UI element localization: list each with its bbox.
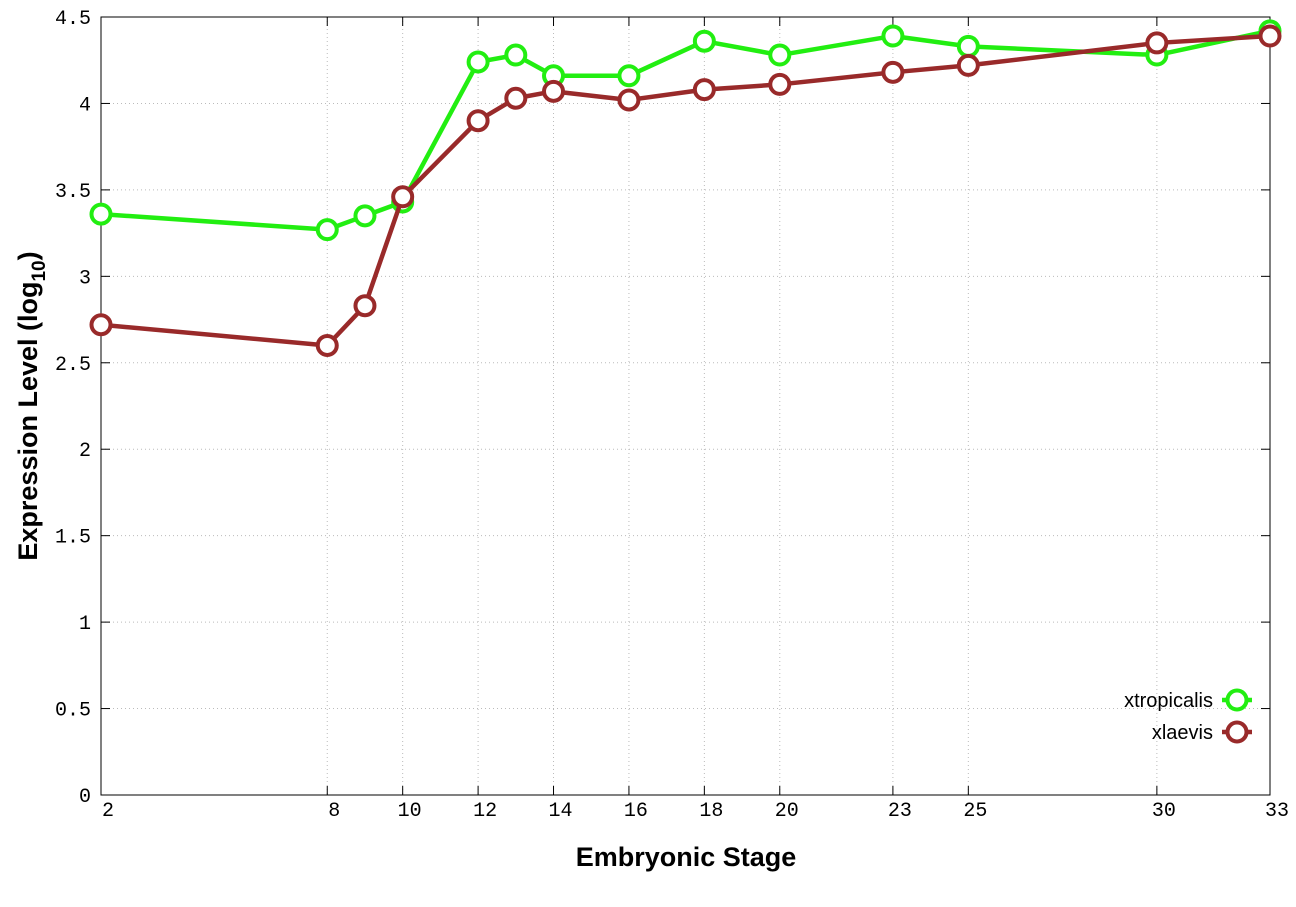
x-tick-label: 8 — [328, 800, 340, 823]
x-tick-label: 30 — [1152, 800, 1176, 823]
y-tick-label: 1 — [79, 613, 91, 636]
series-line — [100, 33, 1271, 348]
x-tick-label: 14 — [549, 800, 573, 823]
data-point — [617, 88, 641, 112]
series-line — [100, 28, 1271, 232]
data-point — [1258, 24, 1282, 48]
x-tick-label: 16 — [624, 800, 648, 823]
data-point — [956, 53, 980, 77]
y-tick-label: 3 — [79, 267, 91, 290]
x-tick-label: 25 — [963, 800, 987, 823]
y-axis-title-end: ) — [13, 251, 43, 260]
x-tick-label: 2 — [102, 800, 114, 823]
legend-label: xtropicalis — [1124, 690, 1213, 712]
x-tick-label: 12 — [473, 800, 497, 823]
data-point — [504, 86, 528, 110]
y-tick-label: 4 — [79, 94, 91, 117]
legend-marker — [1225, 720, 1249, 744]
x-tick-label: 20 — [775, 800, 799, 823]
y-tick-label: 2.5 — [55, 354, 91, 377]
data-point — [542, 79, 566, 103]
data-point — [881, 24, 905, 48]
data-point — [353, 204, 377, 228]
data-point — [391, 185, 415, 209]
x-tick-label: 10 — [398, 800, 422, 823]
data-point — [504, 43, 528, 67]
y-axis-title-subscript: 10 — [29, 260, 50, 281]
y-tick-label: 0.5 — [55, 700, 91, 723]
y-tick-label: 1.5 — [55, 527, 91, 550]
data-point — [768, 43, 792, 67]
data-point — [315, 218, 339, 242]
legend-label: xlaevis — [1152, 722, 1213, 744]
y-axis-title: Expression Level (log10) — [13, 251, 50, 560]
y-tick-label: 3.5 — [55, 181, 91, 204]
y-tick-label: 4.5 — [55, 8, 91, 31]
data-point — [466, 109, 490, 133]
y-tick-label: 2 — [79, 440, 91, 463]
y-tick-label: 0 — [79, 786, 91, 809]
data-point — [692, 78, 716, 102]
data-point — [315, 333, 339, 357]
data-point — [466, 50, 490, 74]
data-point — [617, 64, 641, 88]
data-point — [89, 313, 113, 337]
x-tick-label: 23 — [888, 800, 912, 823]
plot-frame — [100, 16, 1271, 796]
data-point — [956, 34, 980, 58]
x-axis-title: Embryonic Stage — [576, 842, 797, 872]
data-point — [881, 60, 905, 84]
x-tick-label: 18 — [699, 800, 723, 823]
x-tick-label: 33 — [1265, 800, 1289, 823]
data-point — [1145, 31, 1169, 55]
y-axis-title-main: Expression Level (log — [13, 282, 43, 561]
data-point — [89, 202, 113, 226]
data-point — [353, 294, 377, 318]
legend-marker — [1225, 688, 1249, 712]
data-point — [692, 29, 716, 53]
data-point — [768, 72, 792, 96]
